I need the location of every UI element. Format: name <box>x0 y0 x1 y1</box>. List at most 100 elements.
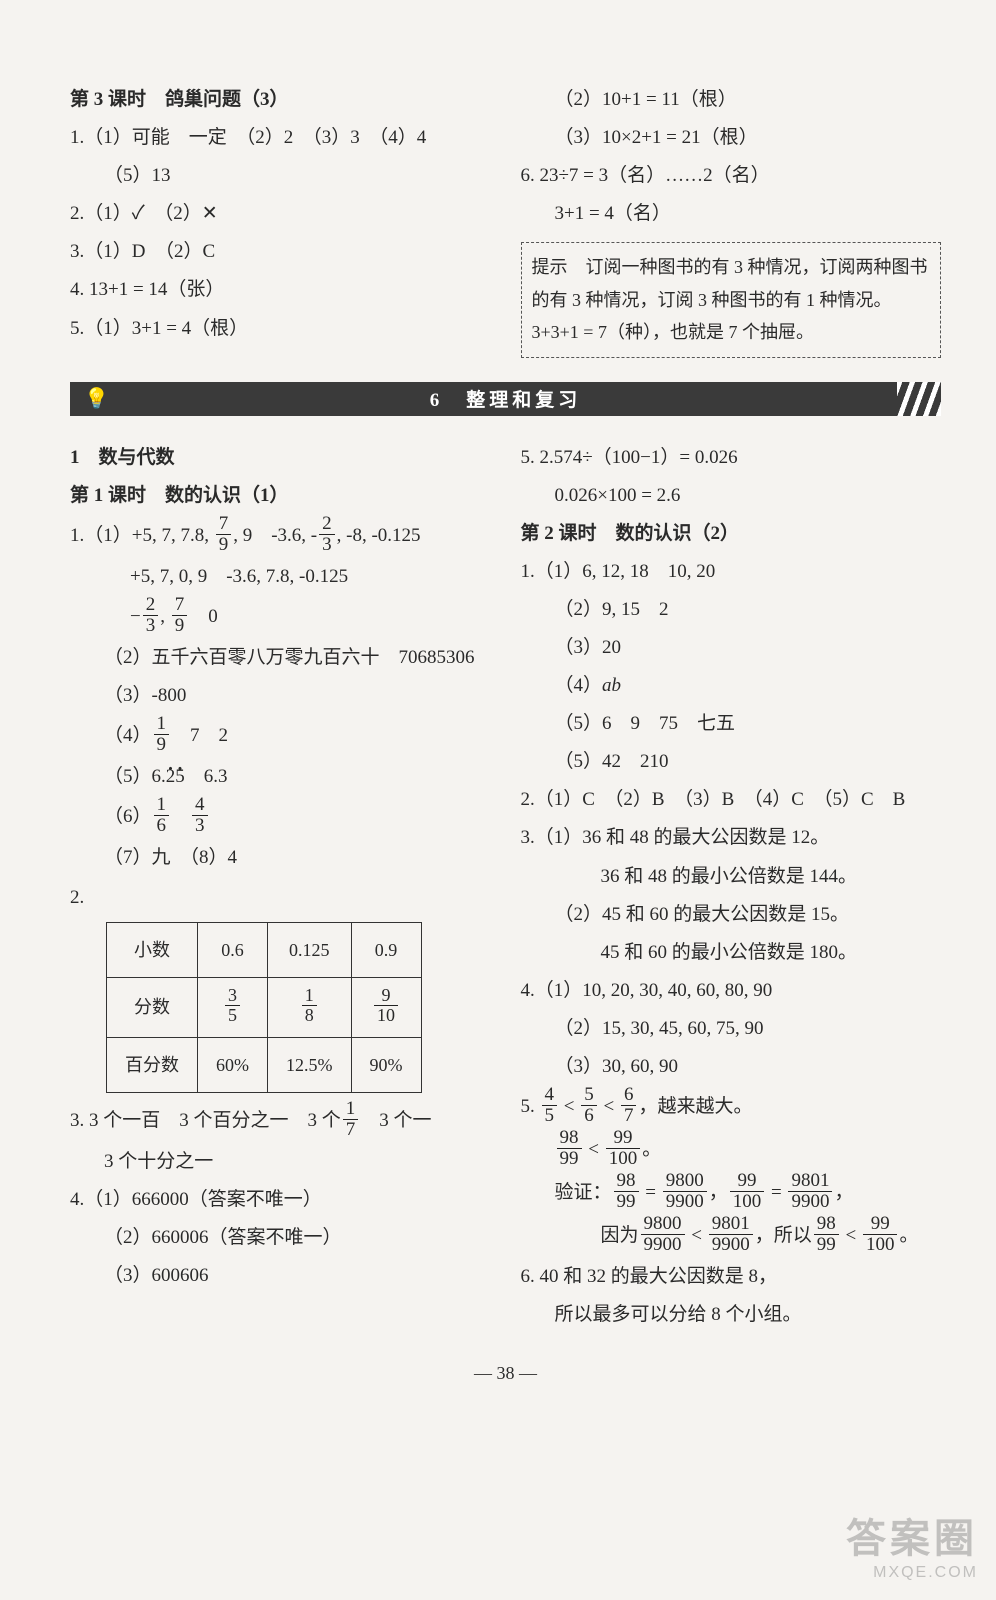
text: （2）9, 15 2 <box>521 592 942 628</box>
top-left-col: 第 3 课时 鸽巢问题（3） 1.（1）可能 一定 （2）2 （3）3 （4）4… <box>70 80 491 358</box>
text: 0 <box>189 606 218 627</box>
table-cell: 60% <box>198 1037 268 1092</box>
text: 。 <box>899 1225 918 1246</box>
bottom-columns: 1 数与代数 第 1 课时 数的认识（1） 1.（1）+5, 7, 7.8, 7… <box>70 438 941 1335</box>
section-banner: 💡 6 整理和复习 <box>70 382 941 416</box>
text: （4）ab <box>521 668 942 704</box>
text: （5）6. <box>104 766 166 787</box>
text: （2）10+1 = 11（根） <box>521 82 942 118</box>
lesson3-title: 第 3 课时 鸽巢问题（3） <box>70 82 491 118</box>
text: （5）42 210 <box>521 744 942 780</box>
fraction: 79 <box>216 514 232 555</box>
top-right-col: （2）10+1 = 11（根） （3）10×2+1 = 21（根） 6. 23÷… <box>521 80 942 358</box>
text: 6.3 <box>185 766 228 787</box>
text: , <box>160 606 170 627</box>
table-cell: 0.125 <box>268 922 352 977</box>
fraction: 99100 <box>730 1171 765 1212</box>
text: , -8, -0.125 <box>337 525 421 546</box>
text: 3. 3 个一百 3 个百分之一 3 个17 3 个一 <box>70 1101 491 1142</box>
watermark-url: MXQE.COM <box>846 1564 978 1582</box>
text: （4）19 7 2 <box>70 716 491 757</box>
table-cell: 12.5% <box>268 1037 352 1092</box>
bottom-right-col: 5. 2.574÷（100−1）= 0.026 0.026×100 = 2.6 … <box>521 438 942 1335</box>
text: 2.（1）C （2）B （3）B （4）C （5）C B <box>521 782 942 818</box>
watermark-title: 答案圈 <box>846 1506 978 1564</box>
text: （3）10×2+1 = 21（根） <box>521 120 942 156</box>
text: 所以最多可以分给 8 个小组。 <box>521 1297 942 1333</box>
text: （3）-800 <box>70 678 491 714</box>
fraction: 9899 <box>814 1214 839 1255</box>
hint-box: 提示 订阅一种图书的有 3 种情况，订阅两种图书的有 3 种情况，订阅 3 种图… <box>521 242 942 357</box>
text: （3）30, 60, 90 <box>521 1049 942 1085</box>
table-cell: 分数 <box>107 977 198 1037</box>
fraction: 17 <box>343 1099 359 1140</box>
text: 4.（1）666000（答案不唯一） <box>70 1182 491 1218</box>
text: 2.（1）✓ （2）✕ <box>70 196 491 232</box>
text: （6） <box>104 806 152 827</box>
text: 3. 3 个一百 3 个百分之一 3 个 <box>70 1110 341 1131</box>
table-cell: 18 <box>268 977 352 1037</box>
text: 验证： <box>555 1182 612 1203</box>
text: +5, 7, 0, 9 -3.6, 7.8, -0.125 <box>70 559 491 595</box>
text: 验证：9899 = 98009900，99100 = 98019900， <box>521 1173 942 1214</box>
table-cell: 35 <box>198 977 268 1037</box>
text: （2）15, 30, 45, 60, 75, 90 <box>521 1011 942 1047</box>
banner-stripes <box>897 382 941 416</box>
fraction: 19 <box>154 714 170 755</box>
text: 7 2 <box>171 725 228 746</box>
fraction: 9899 <box>614 1171 639 1212</box>
top-columns: 第 3 课时 鸽巢问题（3） 1.（1）可能 一定 （2）2 （3）3 （4）4… <box>70 80 941 358</box>
bottom-left-col: 1 数与代数 第 1 课时 数的认识（1） 1.（1）+5, 7, 7.8, 7… <box>70 438 491 1335</box>
fraction: 98019900 <box>709 1214 753 1255</box>
fraction: 23 <box>319 514 335 555</box>
text: 9899 < 99100。 <box>521 1130 942 1171</box>
table-cell: 910 <box>351 977 421 1037</box>
text: −23, 79 0 <box>70 597 491 638</box>
text: 36 和 48 的最小公倍数是 144。 <box>521 859 942 895</box>
text: （2）660006（答案不唯一） <box>70 1220 491 1256</box>
fraction: 43 <box>192 795 208 836</box>
text: 45 和 60 的最小公倍数是 180。 <box>521 935 942 971</box>
text: 0.026×100 = 2.6 <box>521 478 942 514</box>
text: 3 个一 <box>360 1110 431 1131</box>
fraction: 79 <box>172 595 188 636</box>
fraction: 99100 <box>606 1128 641 1169</box>
text <box>171 806 190 827</box>
banner-text: 6 整理和复习 <box>430 385 582 412</box>
text: 5.（1）3+1 = 4（根） <box>70 311 491 347</box>
text: 1.（1）+5, 7, 7.8, 79, 9 -3.6, -23, -8, -0… <box>70 516 491 557</box>
text: （2）45 和 60 的最大公因数是 15。 <box>521 897 942 933</box>
text: （3）600606 <box>70 1258 491 1294</box>
fraction: 23 <box>143 595 159 636</box>
fraction: 56 <box>581 1085 597 1126</box>
text: （4） <box>104 725 152 746</box>
repeat-dot: 5 <box>175 759 185 795</box>
text: 3.（1）36 和 48 的最大公因数是 12。 <box>521 820 942 856</box>
text: （3）20 <box>521 630 942 666</box>
page-number: — 38 — <box>70 1363 941 1384</box>
table-cell: 0.9 <box>351 922 421 977</box>
text: （5）6.25 6.3 <box>70 759 491 795</box>
heading: 第 2 课时 数的认识（2） <box>521 516 942 552</box>
text: ，越来越大。 <box>638 1096 752 1117</box>
conversion-table: 小数0.60.1250.9分数3518910百分数60%12.5%90% <box>106 922 422 1093</box>
text: （2）五千六百零八万零九百六十 70685306 <box>70 640 491 676</box>
text: （5）13 <box>70 158 491 194</box>
fraction: 99100 <box>863 1214 898 1255</box>
table-cell: 90% <box>351 1037 421 1092</box>
text: 1.（1）可能 一定 （2）2 （3）3 （4）4 <box>70 120 491 156</box>
text: 1.（1）+5, 7, 7.8, <box>70 525 214 546</box>
text: 5. 45 < 56 < 67，越来越大。 <box>521 1087 942 1128</box>
text: ，所以 <box>755 1225 812 1246</box>
fraction: 98019900 <box>788 1171 832 1212</box>
text: 3 个十分之一 <box>70 1144 491 1180</box>
text: , 9 -3.6, - <box>233 525 317 546</box>
text: （5）6 9 75 七五 <box>521 706 942 742</box>
fraction: 45 <box>542 1085 558 1126</box>
text: 6. 23÷7 = 3（名）……2（名） <box>521 158 942 194</box>
repeat-dot: 2 <box>166 759 176 795</box>
page: 第 3 课时 鸽巢问题（3） 1.（1）可能 一定 （2）2 （3）3 （4）4… <box>0 0 996 1444</box>
text: （6）16 43 <box>70 797 491 838</box>
fraction: 67 <box>621 1085 637 1126</box>
text: 4.（1）10, 20, 30, 40, 60, 80, 90 <box>521 973 942 1009</box>
